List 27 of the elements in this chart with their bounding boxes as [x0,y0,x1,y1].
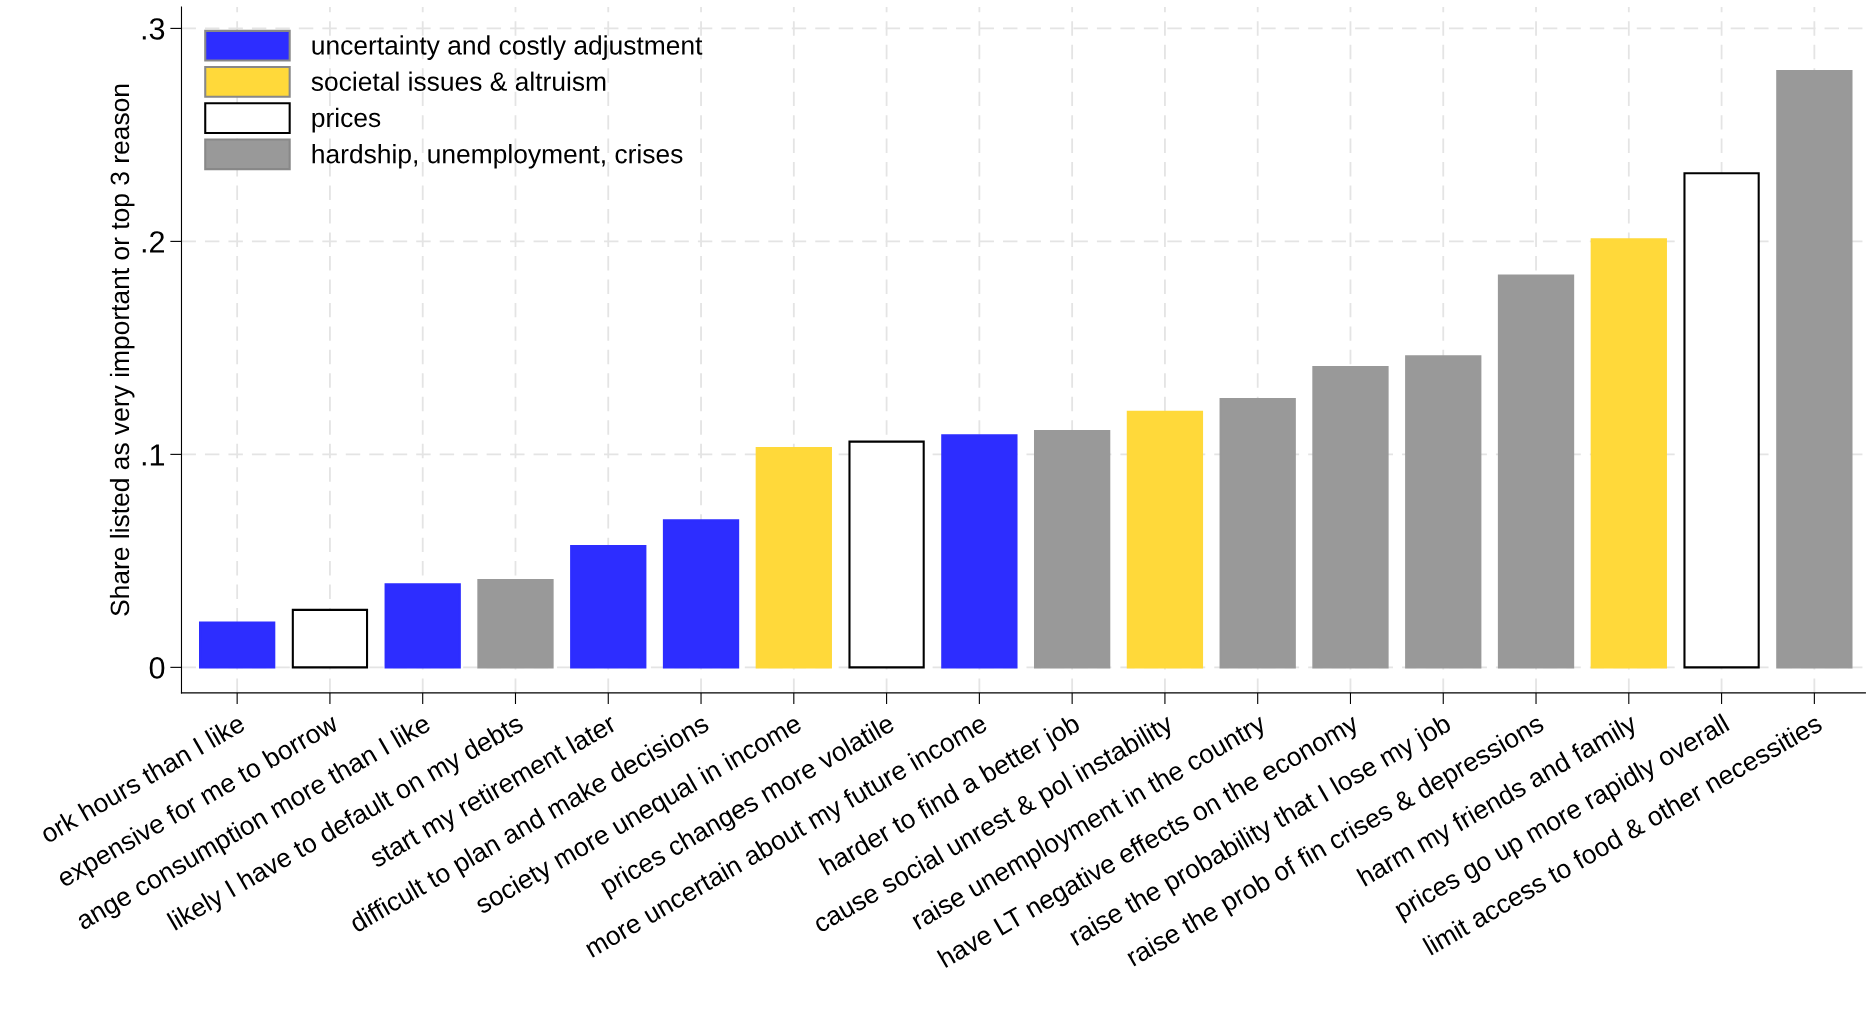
y-tick-label: .1 [142,444,165,466]
bar [662,519,740,669]
bar [384,583,461,669]
y-tick-label: 0 [149,657,165,679]
bar [1126,410,1204,669]
bar [570,544,647,669]
bar [1776,69,1853,669]
bar [755,446,832,669]
y-tick-label: .2 [142,231,164,253]
bar [1683,172,1760,669]
bar [1033,429,1111,669]
legend-label: uncertainty and costly adjustment [312,35,703,60]
bar [1219,397,1296,669]
legend-label: hardship, unemployment, crises [312,144,683,169]
bar [477,578,554,669]
bar [1405,355,1482,669]
bar [848,440,925,669]
bar [199,621,276,669]
bar [1590,238,1667,669]
bar [941,434,1018,669]
legend-label: societal issues & altruism [311,71,606,91]
bar [291,608,369,669]
y-axis-title: Share listed as very important or top 3 reason [109,84,135,616]
bar [1312,366,1389,669]
legend-label: prices [312,107,381,133]
bar [1497,274,1575,669]
y-tick-label: .3 [142,18,165,40]
